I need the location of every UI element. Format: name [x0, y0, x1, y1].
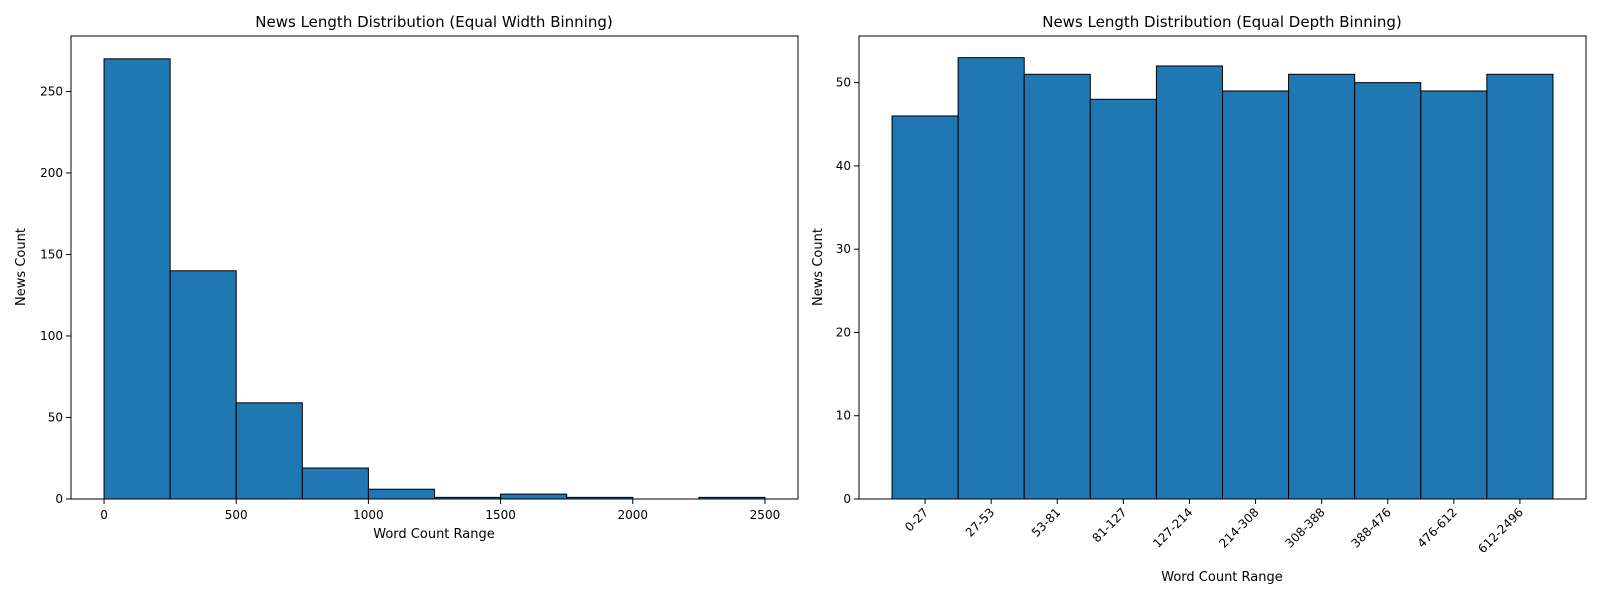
x-ticks: 0 500 1000 1500 2000 2500: [100, 499, 780, 522]
x-tick-label: 81-127: [1090, 505, 1130, 545]
y-tick-label: 250: [40, 84, 63, 98]
y-tick-label: 30: [836, 242, 851, 256]
y-tick-label: 50: [48, 410, 63, 424]
x-tick-label: 1000: [353, 508, 384, 522]
bar: [1354, 82, 1422, 500]
y-tick-label: 10: [836, 409, 851, 423]
y-tick-label: 150: [40, 247, 63, 261]
x-axis-label: Word Count Range: [1161, 570, 1283, 585]
y-tick-label: 40: [836, 159, 851, 173]
plot-frame: [70, 35, 799, 500]
y-axis-label: News Count: [14, 228, 29, 306]
bar: [957, 57, 1025, 500]
y-tick-label: 200: [40, 166, 63, 180]
x-tick-label: 27-53: [963, 505, 998, 540]
x-tick-label: 1500: [485, 508, 516, 522]
chart-title: News Length Distribution (Equal Depth Bi…: [1042, 13, 1402, 31]
y-axis-label: News Count: [811, 228, 826, 306]
plot-frame: [858, 35, 1587, 500]
bar: [1222, 90, 1290, 500]
bar: [1023, 73, 1091, 500]
equal-depth-chart: News Length Distribution (Equal Depth Bi…: [811, 13, 1587, 585]
y-ticks: 0 10 20 30 40 50: [836, 76, 859, 506]
x-tick-label: 53-81: [1029, 505, 1064, 540]
histogram-bar: [235, 402, 303, 500]
x-tick-label: 2000: [617, 508, 648, 522]
bar: [1288, 73, 1356, 500]
bar: [1486, 73, 1554, 500]
y-tick-label: 100: [40, 329, 63, 343]
x-axis-label: Word Count Range: [373, 527, 495, 542]
x-tick-label: 214-308: [1216, 505, 1261, 550]
equal-width-chart: News Length Distribution (Equal Width Bi…: [14, 13, 799, 542]
x-tick-label: 2500: [750, 508, 781, 522]
chart-title: News Length Distribution (Equal Width Bi…: [255, 13, 612, 31]
y-tick-label: 0: [843, 492, 851, 506]
bar: [891, 115, 959, 500]
histogram-bar: [367, 488, 435, 500]
x-tick-label: 612-2496: [1475, 505, 1526, 556]
bar: [1155, 65, 1223, 500]
bar: [1420, 90, 1488, 500]
x-tick-label: 0-27: [902, 505, 931, 534]
bar: [1089, 98, 1157, 500]
histogram-bar: [103, 58, 171, 500]
histogram-bar: [500, 493, 568, 500]
x-tick-label: 388-476: [1348, 505, 1393, 550]
x-tick-label: 308-388: [1282, 505, 1327, 550]
x-ticks: 0-27 27-53 53-81 81-127 127-214 214-308 308-38…: [902, 499, 1526, 556]
y-ticks: 0 50 100 150 200 250: [40, 84, 71, 506]
y-tick-label: 0: [55, 492, 63, 506]
bars: [103, 58, 766, 500]
y-tick-label: 20: [836, 325, 851, 339]
y-tick-label: 50: [836, 76, 851, 90]
x-tick-label: 127-214: [1150, 505, 1195, 550]
histogram-bar: [169, 270, 237, 500]
x-tick-label: 500: [225, 508, 248, 522]
x-tick-label: 476-612: [1415, 505, 1460, 550]
bars: [891, 57, 1554, 500]
histogram-bar: [301, 467, 369, 500]
x-tick-label: 0: [100, 508, 108, 522]
